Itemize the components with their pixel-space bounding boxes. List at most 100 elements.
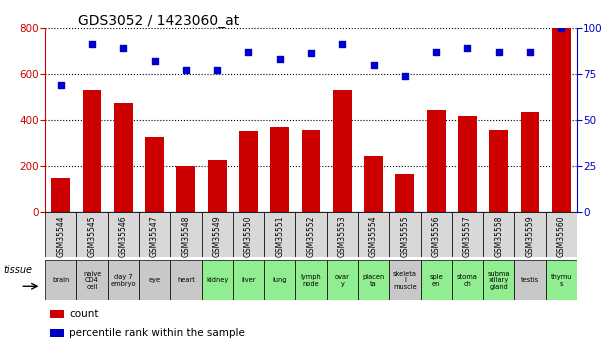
Bar <box>139 212 170 257</box>
Text: tissue: tissue <box>3 265 32 275</box>
Bar <box>201 212 233 257</box>
Text: GSM35556: GSM35556 <box>432 216 441 257</box>
Bar <box>114 102 133 212</box>
Point <box>181 67 191 73</box>
Text: sple
en: sple en <box>429 274 443 287</box>
Bar <box>170 212 201 257</box>
Text: brain: brain <box>52 277 69 283</box>
Bar <box>50 329 64 337</box>
Bar <box>483 260 514 300</box>
Bar <box>358 212 389 257</box>
Bar <box>177 166 195 212</box>
Text: GDS3052 / 1423060_at: GDS3052 / 1423060_at <box>78 14 239 28</box>
Bar <box>108 212 139 257</box>
Bar <box>452 212 483 257</box>
Text: GSM35555: GSM35555 <box>400 216 409 257</box>
Text: GSM35550: GSM35550 <box>244 216 253 257</box>
Bar <box>208 160 227 212</box>
Text: kidney: kidney <box>206 277 228 283</box>
Bar <box>514 260 546 300</box>
Bar <box>389 260 421 300</box>
Bar <box>514 212 546 257</box>
Text: placen
ta: placen ta <box>362 274 385 287</box>
Text: GSM35553: GSM35553 <box>338 216 347 257</box>
Text: percentile rank within the sample: percentile rank within the sample <box>69 328 245 338</box>
Bar <box>45 260 76 300</box>
Text: GSM35547: GSM35547 <box>150 216 159 257</box>
Text: GSM35560: GSM35560 <box>557 216 566 257</box>
Point <box>306 51 316 56</box>
Text: GSM35545: GSM35545 <box>88 216 97 257</box>
Text: GSM35559: GSM35559 <box>525 216 534 257</box>
Point <box>212 67 222 73</box>
Bar <box>145 137 164 212</box>
Point <box>494 49 504 55</box>
Text: count: count <box>69 309 99 319</box>
Bar <box>302 130 320 212</box>
Bar <box>389 212 421 257</box>
Bar <box>295 260 327 300</box>
Point <box>275 56 284 62</box>
Bar <box>108 260 139 300</box>
Bar <box>427 109 445 212</box>
Bar <box>270 127 289 212</box>
Text: GSM35558: GSM35558 <box>494 216 503 257</box>
Point <box>463 45 472 51</box>
Bar <box>51 178 70 212</box>
Bar <box>170 260 201 300</box>
Point <box>557 25 566 30</box>
Point <box>432 49 441 55</box>
Bar <box>364 156 383 212</box>
Bar <box>239 131 258 212</box>
Bar <box>45 212 76 257</box>
Text: GSM35546: GSM35546 <box>119 216 128 257</box>
Bar <box>333 90 352 212</box>
Bar <box>546 212 577 257</box>
Bar <box>458 116 477 212</box>
Bar <box>552 28 571 212</box>
Bar <box>264 260 295 300</box>
Point <box>369 62 379 67</box>
Bar <box>50 310 64 318</box>
Point <box>338 41 347 47</box>
Point <box>118 45 128 51</box>
Bar <box>395 174 414 212</box>
Bar <box>201 260 233 300</box>
Bar <box>421 212 452 257</box>
Text: day 7
embryо: day 7 embryо <box>111 274 136 287</box>
Point <box>56 82 66 88</box>
Point <box>525 49 535 55</box>
Point <box>400 73 410 78</box>
Bar <box>233 212 264 257</box>
Text: subma
xillary
gland: subma xillary gland <box>487 271 510 290</box>
Bar <box>520 112 540 212</box>
Text: liver: liver <box>241 277 255 283</box>
Bar <box>82 90 102 212</box>
Text: GSM35549: GSM35549 <box>213 216 222 257</box>
Bar <box>483 212 514 257</box>
Text: GSM35544: GSM35544 <box>56 216 66 257</box>
Text: thymu
s: thymu s <box>551 274 572 287</box>
Bar <box>327 260 358 300</box>
Bar <box>421 260 452 300</box>
Bar <box>76 260 108 300</box>
Text: GSM35554: GSM35554 <box>369 216 378 257</box>
Bar <box>546 260 577 300</box>
Bar <box>358 260 389 300</box>
Text: lung: lung <box>272 277 287 283</box>
Text: skeleta
l
muscle: skeleta l muscle <box>393 271 417 290</box>
Point <box>87 41 97 47</box>
Text: testis: testis <box>521 277 539 283</box>
Text: lymph
node: lymph node <box>300 274 322 287</box>
Text: GSM35557: GSM35557 <box>463 216 472 257</box>
Text: GSM35551: GSM35551 <box>275 216 284 257</box>
Text: naive
CD4
cell: naive CD4 cell <box>83 271 101 290</box>
Bar <box>327 212 358 257</box>
Text: GSM35552: GSM35552 <box>307 216 316 257</box>
Bar <box>264 212 295 257</box>
Text: heart: heart <box>177 277 195 283</box>
Point <box>150 58 159 63</box>
Bar <box>139 260 170 300</box>
Bar <box>489 130 508 212</box>
Bar <box>295 212 327 257</box>
